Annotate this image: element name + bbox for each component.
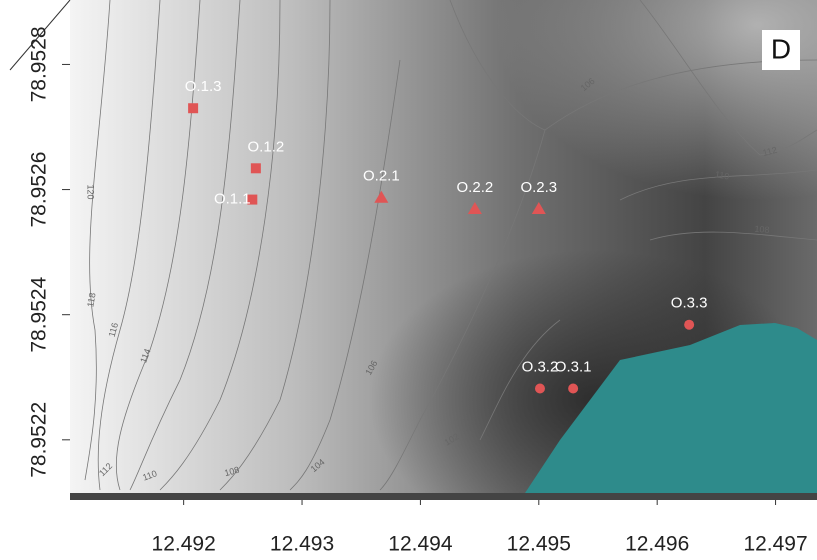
point-label: O.3.2 <box>522 358 559 375</box>
map: D 12011811611411211010810610410210611211… <box>0 0 817 560</box>
y-tick-label: 78.9524 <box>28 276 51 352</box>
panel-label: D <box>771 33 791 64</box>
x-tick-label: 12.494 <box>388 533 453 556</box>
point-label: O.3.3 <box>671 295 708 312</box>
point-label: O.2.2 <box>457 179 494 196</box>
point-label: O.2.3 <box>520 179 557 196</box>
point-label: O.1.3 <box>185 78 222 95</box>
sample-point <box>251 163 261 173</box>
x-tick-label: 12.496 <box>625 533 689 556</box>
point-label: O.3.1 <box>555 358 592 375</box>
sample-point <box>535 384 545 394</box>
y-tick-label: 78.9522 <box>28 402 51 478</box>
contour-label: 108 <box>754 224 770 235</box>
sample-point <box>684 320 694 330</box>
point-label: O.1.2 <box>248 138 285 155</box>
point-label: O.1.1 <box>214 191 251 208</box>
x-tick-label: 12.492 <box>152 533 216 556</box>
x-tick-label: 12.497 <box>743 533 807 556</box>
y-tick-label: 78.9528 <box>28 26 51 102</box>
x-tick-label: 12.493 <box>270 533 334 556</box>
contour-label: 120 <box>86 184 96 199</box>
y-tick-label: 78.9526 <box>28 152 51 228</box>
point-label: O.2.1 <box>363 168 400 185</box>
x-tick-label: 12.495 <box>507 533 571 556</box>
sample-point <box>188 103 198 113</box>
sample-point <box>568 384 578 394</box>
